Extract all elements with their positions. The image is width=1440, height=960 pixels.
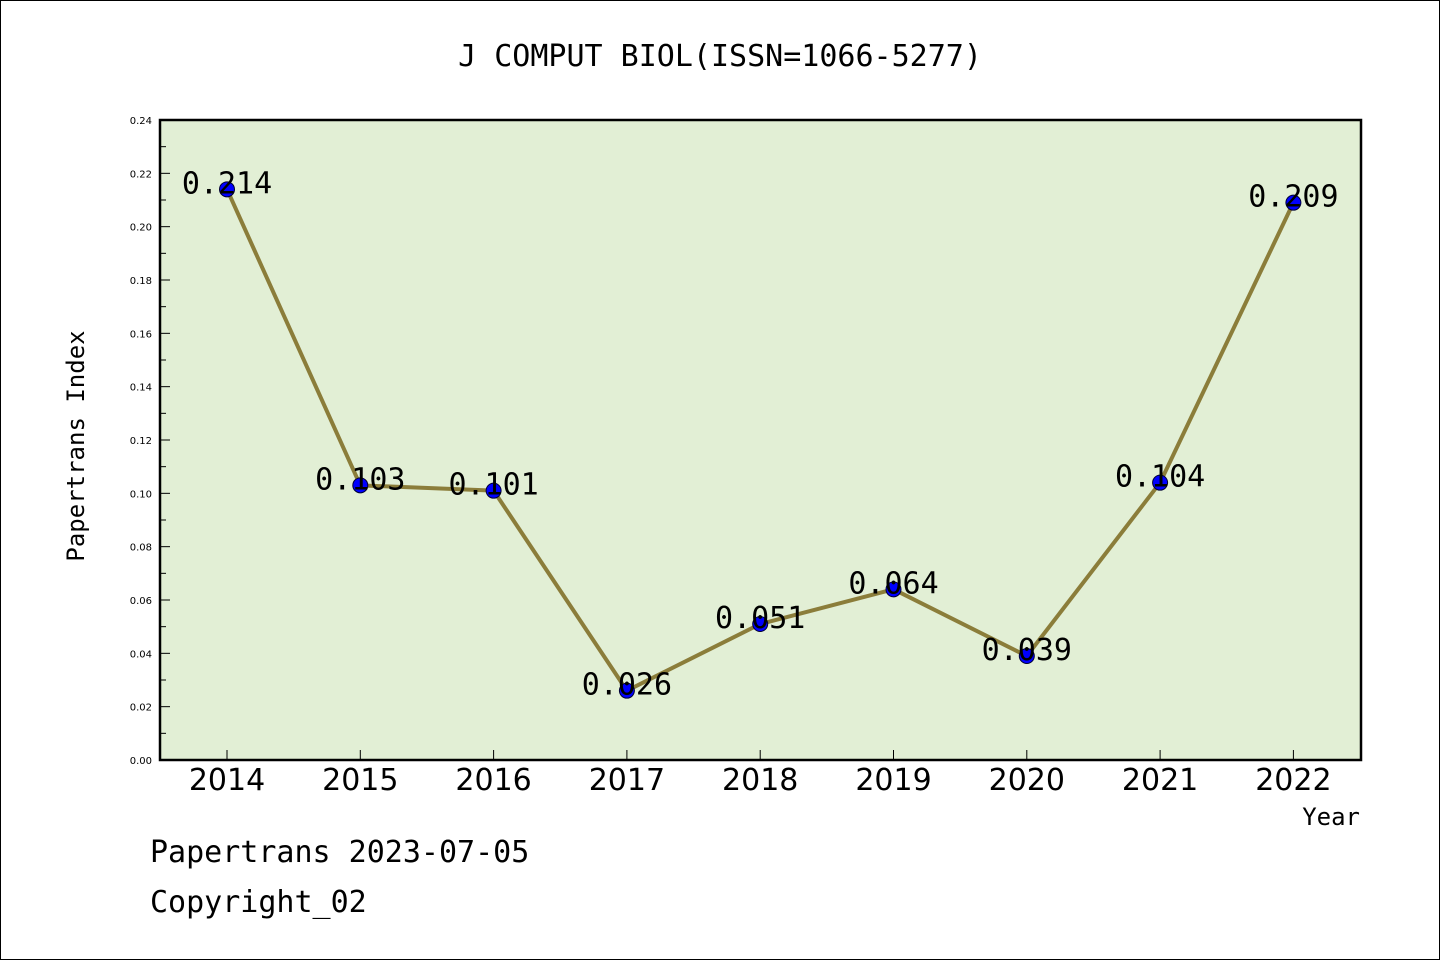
footer-date: Papertrans 2023-07-05 — [150, 835, 530, 870]
data-point — [485, 482, 502, 499]
data-point — [1152, 474, 1169, 491]
plot-border — [158, 118, 1363, 762]
plot-area — [160, 120, 1361, 760]
x-tick-label: 2022 — [1255, 763, 1331, 798]
y-tick-label: 0.00 — [130, 756, 152, 767]
x-tick-label: 2015 — [322, 763, 398, 798]
data-point — [618, 682, 635, 699]
data-markers — [219, 181, 1302, 699]
data-labels: 0.214 0.103 0.101 0.026 0.051 0.064 0.039 0.104… — [182, 166, 1339, 702]
y-tick-label: 0.06 — [130, 596, 152, 607]
data-label: 0.103 — [315, 462, 405, 497]
y-tick-label: 0.20 — [130, 223, 152, 234]
y-tick-label: 0.10 — [130, 489, 152, 500]
data-point — [752, 616, 769, 632]
chart-title: J COMPUT BIOL(ISSN=1066-5277) — [458, 39, 982, 74]
data-label: 0.104 — [1115, 460, 1205, 495]
x-tick-label: 2017 — [589, 763, 665, 798]
x-tick-label: 2014 — [189, 763, 265, 798]
y-tick-label: 0.22 — [130, 169, 152, 180]
y-tick-label: 0.16 — [130, 329, 152, 340]
data-label: 0.039 — [982, 633, 1072, 668]
y-tick-label: 0.14 — [130, 383, 152, 394]
x-axis-ticks: 2014 2015 2016 2017 2018 2019 2020 2021 2022 — [189, 750, 1332, 798]
footer-copyright: Copyright_02 — [150, 885, 367, 920]
y-tick-label: 0.18 — [130, 276, 152, 287]
y-tick-label: 0.02 — [130, 703, 152, 714]
data-label: 0.214 — [182, 166, 272, 201]
y-tick-label: 0.24 — [130, 116, 152, 127]
x-tick-label: 2019 — [855, 763, 931, 798]
y-tick-label: 0.04 — [130, 649, 152, 660]
data-point — [885, 581, 902, 598]
x-axis-label: Year — [1302, 803, 1360, 831]
x-tick-label: 2016 — [455, 763, 531, 798]
y-tick-label: 0.08 — [130, 543, 152, 554]
y-axis-label: Papertrans Index — [62, 330, 90, 561]
data-label: 0.026 — [582, 668, 672, 703]
data-label: 0.051 — [715, 601, 805, 636]
x-tick-label: 2021 — [1122, 763, 1198, 798]
data-point — [1018, 648, 1035, 664]
x-tick-label: 2020 — [989, 763, 1065, 798]
data-label: 0.209 — [1248, 180, 1338, 215]
data-point — [1285, 194, 1302, 211]
data-label: 0.064 — [848, 566, 938, 601]
data-label: 0.101 — [448, 468, 538, 503]
x-tick-label: 2018 — [722, 763, 798, 798]
data-point — [219, 181, 235, 198]
data-point — [352, 477, 369, 494]
y-tick-label: 0.12 — [130, 436, 152, 447]
